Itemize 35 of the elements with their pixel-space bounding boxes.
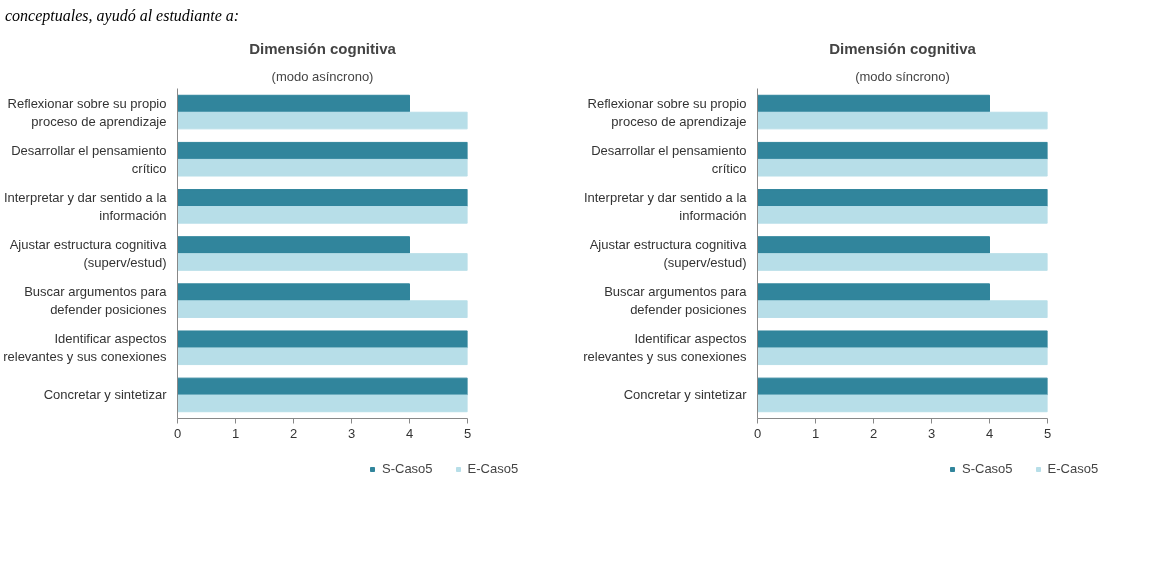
chart-title: Dimensión cognitiva [829,39,977,57]
y-tick-label: Interpretar y dar sentido a la información [3,189,168,223]
x-tick-label: 2 [289,425,298,441]
y-tick-label: Ajustar estructura cognitiva (superv/estud) [589,237,748,270]
y-tick-label: Concretar y sintetizar [623,387,748,403]
text: conceptuales, ayudó al estudiante a: [5,7,240,24]
chart-subtitle: (modo asíncrono) [271,68,374,84]
x-tick-label: 4 [985,425,994,441]
x-tick-label: 4 [405,425,414,441]
x-tick-label: 1 [811,425,820,441]
x-tick-label: 5 [1043,425,1052,441]
y-tick-label: Buscar argumentos para defender posiciones [604,284,748,318]
chart-title: Dimensión cognitiva [249,39,397,57]
y-tick-label: Ajustar estructura cognitiva (superv/estud) [9,237,168,270]
y-tick-label: Reflexionar sobre su propio proceso de aprendizaje [7,95,167,129]
x-tick-label: 3 [927,425,936,441]
x-tick-label: 0 [173,425,182,441]
y-tick-label: Reflexionar sobre su propio proceso de aprendizaje [587,95,747,129]
legend-label: E-Caso5 [1047,461,1099,476]
x-tick-label: 5 [463,425,472,441]
legend-label: S-Caso5 [382,461,433,476]
legend-label: E-Caso5 [467,461,519,476]
x-tick-label: 3 [347,425,356,441]
x-tick-label: 1 [231,425,240,441]
y-tick-label: Concretar y sintetizar [43,387,168,403]
y-tick-label: Desarrollar el pensamiento crítico [591,142,747,176]
y-tick-label: Buscar argumentos para defender posiciones [24,284,168,318]
x-tick-label: 0 [753,425,762,441]
chart-subtitle: (modo síncrono) [855,68,950,84]
y-tick-label: Identificar aspectos relevantes y sus conexiones [3,331,167,365]
legend-label: S-Caso5 [962,461,1013,476]
y-tick-label: Identificar aspectos relevantes y sus conexiones [583,331,747,365]
y-tick-label: Interpretar y dar sentido a la información [583,189,748,223]
y-tick-label: Desarrollar el pensamiento crítico [11,142,167,176]
x-tick-label: 2 [869,425,878,441]
